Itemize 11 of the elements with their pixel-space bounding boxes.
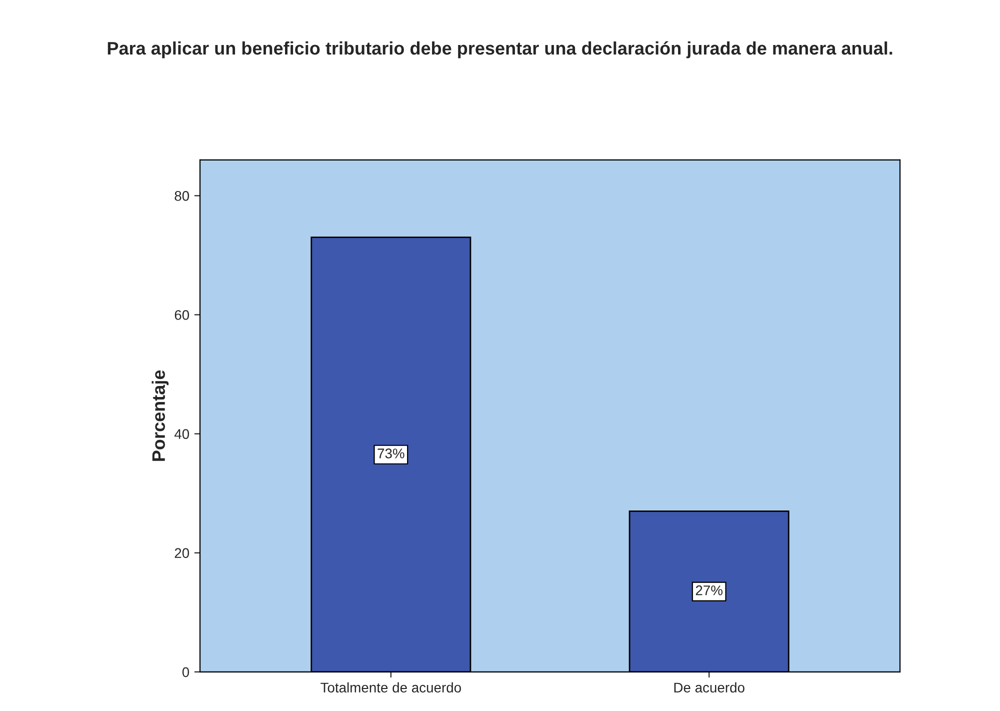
- y-axis-title: Porcentaje: [152, 370, 169, 461]
- data-label: 73%: [378, 448, 404, 458]
- y-tick-label: 0: [182, 667, 190, 678]
- x-tick-label: De acuerdo: [674, 682, 744, 693]
- x-tick-label: Totalmente de acuerdo: [320, 682, 461, 693]
- y-tick-label: 80: [174, 191, 190, 201]
- data-label: 27%: [696, 585, 722, 596]
- y-tick-label: 40: [174, 429, 190, 439]
- y-tick-label: 20: [174, 548, 190, 558]
- chart-title: Para aplicar un beneficio tributario debe presentar una declaración jurada de manera anual.: [108, 41, 892, 58]
- y-tick-label: 60: [174, 310, 190, 320]
